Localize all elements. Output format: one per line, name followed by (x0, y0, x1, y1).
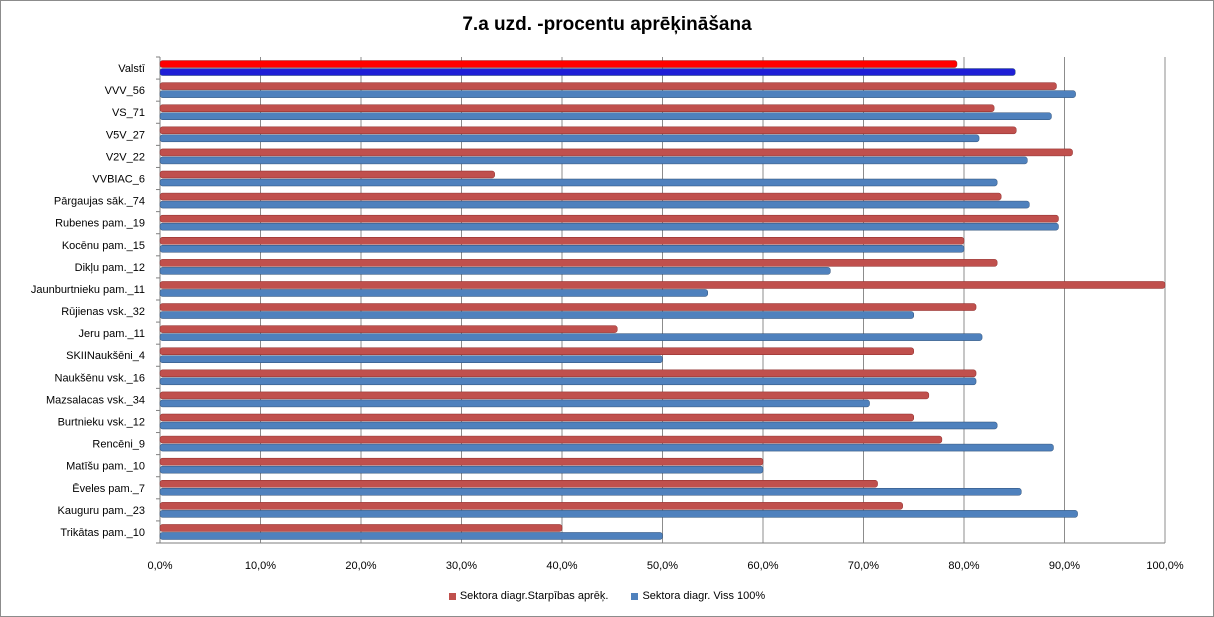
y-category-label: Mazsalacas vsk._34 (46, 394, 145, 406)
bar-series-1 (159, 148, 1073, 157)
bar-series-1 (159, 237, 965, 245)
x-tick-label: 70,0% (848, 560, 879, 572)
y-category-label: Kocēnu pam._15 (62, 240, 145, 252)
y-category-label: VVBIAC_6 (92, 174, 145, 186)
bar-series-2 (159, 532, 663, 540)
x-tick-label: 40,0% (546, 560, 577, 572)
y-category-label: Rencēni_9 (92, 439, 145, 451)
x-tick-label: 80,0% (948, 560, 979, 572)
legend-swatch-blue (631, 592, 639, 600)
bar-series-2 (159, 90, 1076, 98)
bar-series-1 (159, 170, 495, 179)
bar-series-2 (159, 399, 870, 408)
bar-series-2 (159, 112, 1052, 120)
x-tick-label: 0,0% (147, 560, 172, 572)
x-tick-label: 60,0% (747, 560, 778, 572)
y-category-label: VVV_56 (105, 85, 145, 97)
chart-title: 7.a uzd. -procentu aprēķināšana (462, 14, 752, 35)
bar-series-1 (159, 192, 1002, 201)
bar-series-2 (159, 178, 998, 187)
x-tick-label: 50,0% (647, 560, 678, 572)
bar-series-2 (159, 245, 965, 253)
label-layer: 0,0% 10,0% 20,0% 30,0% 40,0% 50,0% 60,0% 70,0% 8… (31, 63, 1184, 572)
bar-series-2 (159, 311, 914, 319)
bar-series-2 (159, 200, 1030, 209)
bar-series-2 (159, 222, 1059, 231)
legend: Sektora diagr.Starpības aprēķ. Sektora d… (0, 590, 1214, 602)
bar-series-1 (159, 391, 930, 400)
bar-series-2 (159, 134, 980, 143)
y-category-label: Trikātas pam._10 (60, 527, 145, 539)
bar-series-2 (159, 465, 764, 474)
bar-series-1 (159, 524, 563, 532)
y-category-label: Ēveles pam._7 (72, 483, 145, 495)
bar-series-2 (159, 488, 1022, 496)
bar-series-1 (159, 369, 977, 378)
legend-swatch-red (448, 592, 456, 600)
y-category-label: VS_71 (112, 107, 145, 119)
bar-series-1 (159, 60, 958, 68)
bar-series-1 (159, 82, 1057, 90)
bar-series-2 (159, 443, 1054, 452)
x-tick-label: 30,0% (446, 560, 477, 572)
legend-item-series-2: Sektora diagr. Viss 100% (631, 590, 765, 602)
y-category-label: V2V_22 (106, 151, 145, 163)
bar-series-1 (159, 104, 995, 112)
bar-series-2 (159, 156, 1028, 165)
y-category-label: Naukšēnu vsk._16 (55, 372, 146, 384)
legend-item-series-1: Sektora diagr.Starpības aprēķ. (448, 590, 609, 602)
y-category-label: SKIINaukšēni_4 (66, 350, 145, 362)
y-category-label: Jeru pam._11 (79, 328, 145, 340)
bar-series-2 (159, 421, 998, 430)
bar-series-2 (159, 267, 831, 275)
legend-label: Sektora diagr.Starpības aprēķ. (459, 590, 609, 602)
y-category-label: Rūjienas vsk._32 (61, 306, 145, 318)
bar-series-1 (159, 457, 764, 466)
bar-series-1 (159, 126, 1017, 135)
bar-series-1 (159, 502, 903, 510)
bar-layer (159, 60, 1166, 540)
x-tick-label: 10,0% (245, 560, 276, 572)
y-category-label: Dikļu pam._12 (75, 262, 145, 274)
y-category-label: Burtnieku vsk._12 (58, 417, 145, 429)
bar-series-2 (159, 333, 983, 341)
y-category-label: Rubenes pam._19 (55, 218, 145, 230)
y-category-label: Kauguru pam._23 (58, 505, 145, 517)
y-category-label: Jaunburtnieku pam._11 (31, 284, 145, 296)
bar-series-1 (159, 413, 914, 422)
x-tick-label: 90,0% (1049, 560, 1080, 572)
x-tick-label: 20,0% (345, 560, 376, 572)
y-category-label: Valstī (118, 63, 146, 75)
bar-series-1 (159, 325, 618, 333)
bar-series-2 (159, 510, 1078, 518)
bar-series-1 (159, 347, 914, 355)
y-category-label: Pārgaujas sāk._74 (54, 196, 145, 208)
bar-series-2 (159, 68, 1016, 76)
bar-series-1 (159, 214, 1059, 223)
bar-series-1 (159, 480, 878, 488)
y-category-label: V5V_27 (106, 129, 145, 141)
bar-series-2 (159, 355, 663, 363)
bar-series-1 (159, 435, 943, 444)
y-category-label: Matīšu pam._10 (66, 461, 145, 473)
bar-series-1 (159, 281, 1166, 289)
bar-series-2 (159, 289, 708, 297)
x-tick-label: 100,0% (1146, 560, 1184, 572)
bar-series-1 (159, 259, 998, 267)
bar-series-2 (159, 377, 977, 386)
legend-label: Sektora diagr. Viss 100% (642, 590, 766, 602)
bar-series-1 (159, 303, 977, 311)
